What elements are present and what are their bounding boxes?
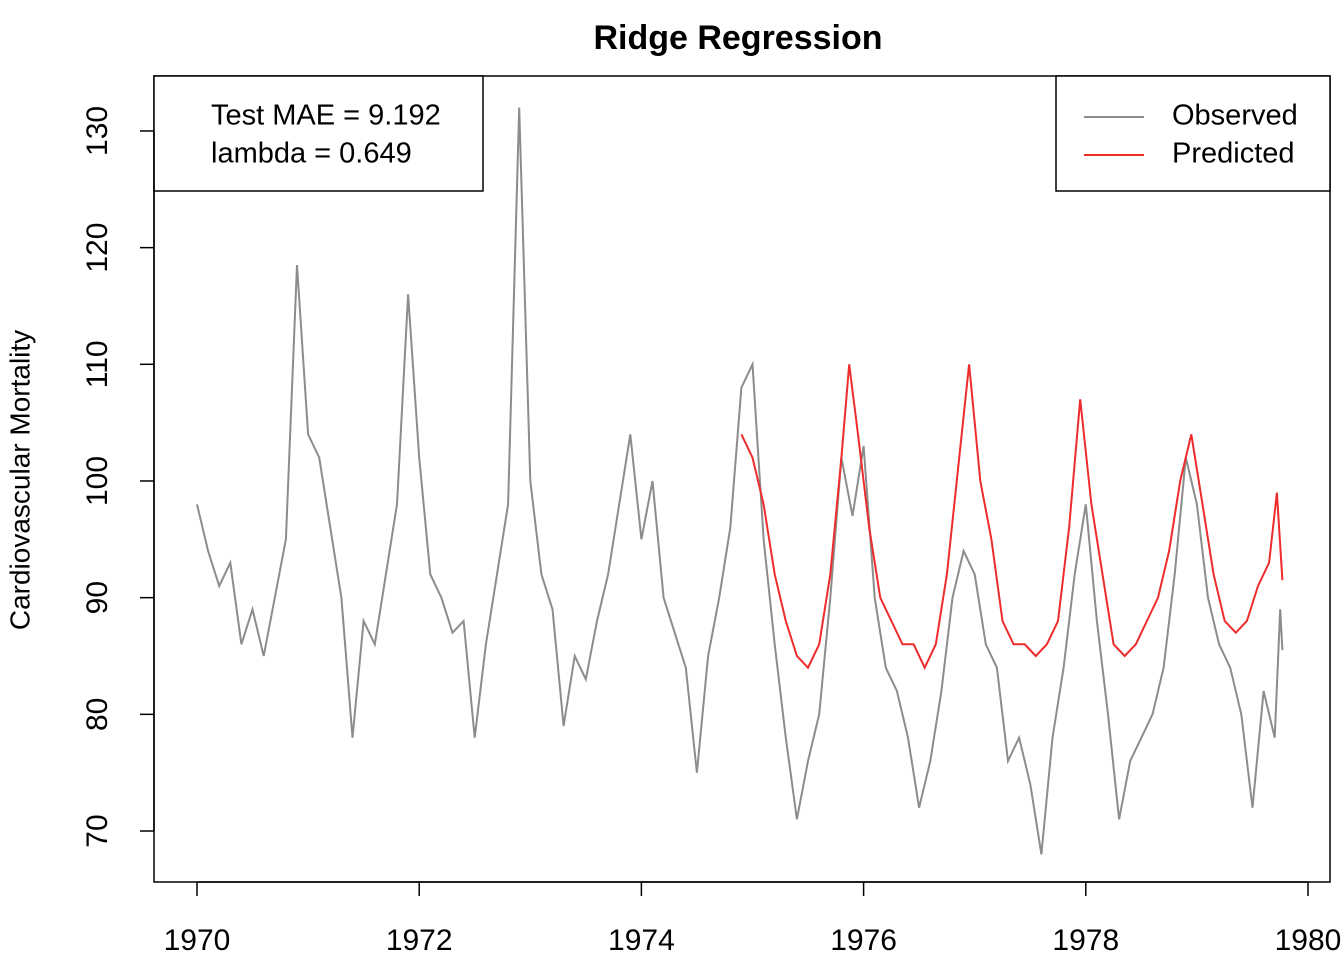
- annotation: Test MAE = 9.192: [211, 100, 441, 132]
- annotation-box: [153, 75, 484, 192]
- y-tick-label: 80: [81, 698, 114, 731]
- y-tick-label: 70: [81, 814, 114, 847]
- x-tick-label: 1972: [386, 924, 453, 957]
- line-series: [740, 364, 1284, 671]
- legend-label: Observed: [1172, 100, 1298, 132]
- legend-box: [1055, 75, 1331, 192]
- x-tick-label: 1974: [608, 924, 675, 957]
- chart-title: Ridge Regression: [593, 19, 882, 57]
- x-tick-label: 1976: [830, 924, 897, 957]
- y-tick-label: 120: [81, 223, 114, 273]
- y-axis-label: Cardiovascular Mortality: [4, 330, 35, 630]
- legend-label: Predicted: [1172, 138, 1295, 170]
- annotation: lambda = 0.649: [211, 138, 412, 170]
- y-tick-label: 110: [81, 340, 114, 388]
- y-tick-label: 90: [81, 581, 114, 614]
- y-tick-label: 100: [81, 456, 114, 506]
- y-tick-label: 130: [81, 106, 114, 156]
- x-tick-label: 1980: [1275, 924, 1342, 957]
- x-tick-label: 1970: [164, 924, 231, 957]
- plot-frame: [153, 75, 1331, 883]
- line-series: [196, 107, 1284, 855]
- x-tick-label: 1978: [1052, 924, 1119, 957]
